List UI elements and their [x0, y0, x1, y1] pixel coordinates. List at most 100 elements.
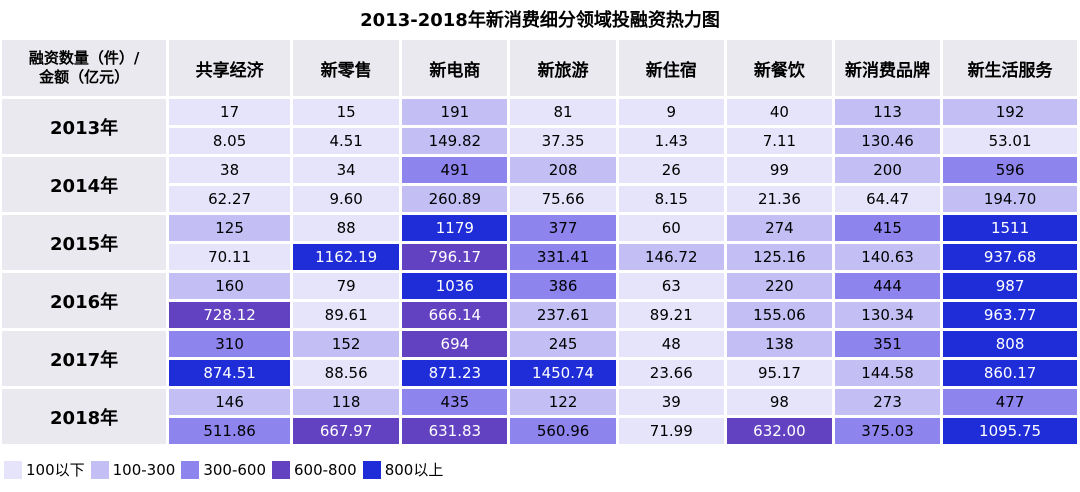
amount-cell: 75.66 [508, 184, 619, 215]
count-cell: 122 [508, 387, 619, 418]
amount-cell: 796.17 [400, 242, 511, 273]
amount-cell: 37.35 [508, 126, 619, 157]
amount-cell: 146.72 [617, 242, 727, 273]
count-cell: 15 [291, 97, 403, 128]
legend-swatch [272, 460, 291, 479]
count-cell: 48 [617, 329, 727, 360]
amount-cell: 130.46 [833, 126, 944, 157]
count-row: 2018年 146 118 435 122 39 98 273 477 [2, 387, 1080, 447]
year-label: 2013年 [2, 97, 170, 157]
count-cell: 98 [725, 387, 835, 418]
count-cell: 113 [833, 97, 944, 128]
year-label: 2018年 [2, 387, 170, 447]
count-cell: 245 [508, 329, 619, 360]
amount-row: 874.51 88.56 871.23 1450.74 23.66 95.17 144.58… [2, 358, 1080, 389]
column-header: 新消费品牌 [833, 40, 944, 99]
corner-label: 融资数量（件）/ 金额（亿元） [2, 40, 170, 99]
amount-cell: 70.11 [167, 242, 294, 273]
legend: 100以下 100-300 300-600 600-800 800以上 [4, 459, 449, 480]
count-cell: 63 [617, 271, 727, 302]
amount-cell: 140.63 [833, 242, 944, 273]
count-cell: 596 [941, 155, 1080, 186]
count-cell: 191 [400, 97, 511, 128]
corner-label-line2: 金额（亿元） [39, 68, 130, 86]
column-header: 新零售 [291, 40, 403, 99]
count-cell: 88 [291, 213, 403, 244]
amount-cell: 237.61 [508, 300, 619, 331]
amount-row: 8.05 4.51 149.82 37.35 1.43 7.11 130.46 53.01 [2, 126, 1080, 157]
legend-label: 600-800 [294, 460, 357, 479]
count-cell: 491 [400, 155, 511, 186]
amount-cell: 125.16 [725, 242, 835, 273]
count-cell: 415 [833, 213, 944, 244]
amount-cell: 1162.19 [291, 242, 403, 273]
column-header: 新餐饮 [725, 40, 835, 99]
count-row: 2015年 125 88 1179 377 60 274 415 1511 [2, 213, 1080, 273]
count-cell: 220 [725, 271, 835, 302]
amount-cell: 23.66 [617, 358, 727, 389]
heatmap-table: 融资数量（件）/ 金额（亿元） 共享经济 新零售 新电商 新旅游 新住宿 新餐饮 新消费品牌… [2, 40, 1080, 447]
amount-cell: 375.03 [833, 416, 944, 447]
amount-row: 511.86 667.97 631.83 560.96 71.99 632.00 375.0… [2, 416, 1080, 447]
column-header: 新住宿 [617, 40, 727, 99]
count-cell: 274 [725, 213, 835, 244]
count-cell: 39 [617, 387, 727, 418]
count-cell: 125 [167, 213, 294, 244]
legend-label: 800以上 [384, 461, 444, 479]
count-cell: 310 [167, 329, 294, 360]
amount-cell: 89.21 [617, 300, 727, 331]
legend-label: 100以下 [26, 461, 85, 479]
count-cell: 152 [291, 329, 403, 360]
count-cell: 200 [833, 155, 944, 186]
count-row: 2014年 38 34 491 208 26 99 200 596 [2, 155, 1080, 215]
amount-cell: 95.17 [725, 358, 835, 389]
count-cell: 477 [941, 387, 1080, 418]
amount-cell: 937.68 [941, 242, 1080, 273]
amount-cell: 871.23 [400, 358, 511, 389]
amount-cell: 8.15 [617, 184, 727, 215]
amount-cell: 728.12 [167, 300, 294, 331]
count-cell: 138 [725, 329, 835, 360]
amount-cell: 144.58 [833, 358, 944, 389]
amount-cell: 667.97 [291, 416, 403, 447]
amount-cell: 260.89 [400, 184, 511, 215]
legend-item: 600-800 [272, 460, 357, 479]
legend-item: 100-300 [90, 460, 175, 479]
amount-cell: 194.70 [941, 184, 1080, 215]
amount-cell: 860.17 [941, 358, 1080, 389]
amount-cell: 1450.74 [508, 358, 619, 389]
amount-cell: 71.99 [617, 416, 727, 447]
count-cell: 17 [167, 97, 294, 128]
count-row: 2017年 310 152 694 245 48 138 351 808 [2, 329, 1080, 389]
amount-cell: 88.56 [291, 358, 403, 389]
column-header: 共享经济 [167, 40, 294, 99]
count-cell: 160 [167, 271, 294, 302]
amount-cell: 21.36 [725, 184, 835, 215]
count-cell: 694 [400, 329, 511, 360]
amount-cell: 7.11 [725, 126, 835, 157]
count-cell: 386 [508, 271, 619, 302]
corner-label-line1: 融资数量（件）/ [28, 49, 140, 67]
legend-item: 800以上 [362, 459, 444, 480]
count-cell: 208 [508, 155, 619, 186]
count-row: 2016年 160 79 1036 386 63 220 444 987 [2, 271, 1080, 331]
count-cell: 1179 [400, 213, 511, 244]
amount-row: 70.11 1162.19 796.17 331.41 146.72 125.16 140.… [2, 242, 1080, 273]
amount-cell: 4.51 [291, 126, 403, 157]
amount-cell: 331.41 [508, 242, 619, 273]
amount-cell: 64.47 [833, 184, 944, 215]
count-cell: 118 [291, 387, 403, 418]
count-cell: 26 [617, 155, 727, 186]
legend-item: 100以下 [4, 459, 85, 480]
column-header: 新电商 [400, 40, 511, 99]
count-cell: 192 [941, 97, 1080, 128]
amount-cell: 130.34 [833, 300, 944, 331]
count-cell: 79 [291, 271, 403, 302]
count-cell: 351 [833, 329, 944, 360]
count-cell: 1036 [400, 271, 511, 302]
count-row: 2013年 17 15 191 81 9 40 113 192 [2, 97, 1080, 157]
amount-cell: 632.00 [725, 416, 835, 447]
count-cell: 808 [941, 329, 1080, 360]
legend-label: 300-600 [203, 460, 267, 479]
header-row: 融资数量（件）/ 金额（亿元） 共享经济 新零售 新电商 新旅游 新住宿 新餐饮 新消费品牌… [2, 40, 1080, 99]
